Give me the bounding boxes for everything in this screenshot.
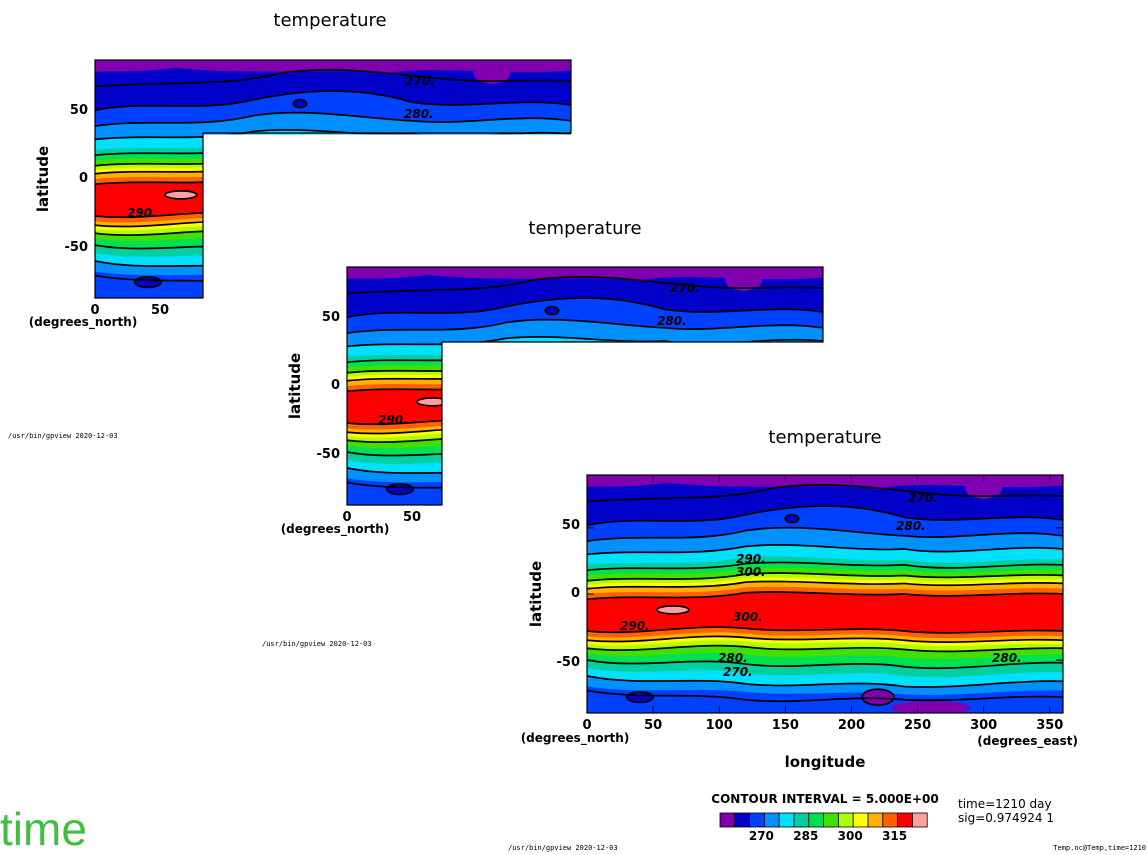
panel-2-contour-label: 280.: [657, 314, 687, 328]
colorbar-label: 285: [793, 829, 818, 843]
panel-1-field: [95, 60, 571, 298]
colorbar-label: 270: [749, 829, 774, 843]
panel-1: temperature 50 0 -50 latitude 0 50 (degr…: [8, 10, 572, 440]
panel-3-contour-label: 300.: [733, 610, 763, 624]
panel-2-field: [347, 267, 823, 505]
panel-2-contour-label: 290.: [378, 413, 408, 427]
panel-3-field: [587, 475, 1063, 713]
colorbar: CONTOUR INTERVAL = 5.000E+00 270 285 300 31…: [711, 792, 938, 843]
colorbar-label: 315: [882, 829, 907, 843]
colorbar-swatch: [734, 812, 750, 828]
panel-1-ylabel: latitude: [34, 146, 52, 212]
colorbar-swatch: [852, 812, 869, 828]
panel-2-ylabel: latitude: [286, 353, 304, 419]
colorbar-swatch: [897, 812, 913, 828]
colorbar-swatch: [778, 812, 795, 828]
panel-2-title: temperature: [528, 218, 641, 239]
panel-3-xunit-right: (degrees_east): [977, 734, 1078, 749]
panel-2-ytick-50: 50: [322, 310, 340, 325]
panel-3-ytick-0: 0: [571, 586, 580, 601]
panel-2-ytick-0: 0: [331, 378, 340, 393]
x-tick-label: 300: [970, 718, 997, 733]
panel-2-xtick-0: 0: [342, 510, 351, 525]
contour-interval-label: CONTOUR INTERVAL = 5.000E+00: [711, 792, 938, 806]
panel-3-ylabel: latitude: [527, 561, 545, 627]
panel-3-contour-label: 270.: [908, 491, 938, 505]
time-info: time=1210 day: [958, 797, 1052, 811]
panel-1-ytick-neg50: -50: [65, 240, 89, 255]
colorbar-swatch: [764, 812, 780, 828]
colorbar-label: 300: [838, 829, 863, 843]
panel-2-xunit: (degrees_north): [281, 522, 390, 537]
sig-info: sig=0.974924 1: [958, 811, 1054, 825]
colorbar-swatch: [882, 812, 898, 828]
panel-3-contour-label: 280.: [896, 519, 926, 533]
panel-3-contour-label: 280.: [992, 651, 1022, 665]
panel-1-path-stamp: /usr/bin/gpview 2020-12-03: [8, 432, 118, 440]
panel-3-xunit-left: (degrees_north): [521, 731, 630, 746]
panel-3-xlabel: longitude: [785, 753, 866, 771]
panel-3: temperature 50 0 -50 latitude 0 50 100 150 2…: [521, 427, 1078, 771]
panel-1-contour-label: 270.: [405, 74, 435, 88]
panel-3-contour-label: 290.: [620, 619, 650, 633]
panel-3-ytick-50: 50: [562, 518, 580, 533]
x-tick-label: 350: [1036, 718, 1063, 733]
panel-2-path-stamp: /usr/bin/gpview 2020-12-03: [262, 640, 372, 648]
panel-1-frame: [94, 59, 572, 299]
colorbar-swatch: [793, 812, 810, 828]
colorbar-swatch: [749, 812, 765, 828]
panel-3-path-stamp: /usr/bin/gpview 2020-12-03: [508, 844, 618, 852]
panel-1-contour-label: 290.: [127, 206, 157, 220]
colorbar-swatch: [912, 812, 928, 828]
colorbar-labels: 270 285 300 315: [749, 829, 907, 843]
x-tick-label: 150: [772, 718, 799, 733]
panel-2-frame: [346, 266, 824, 506]
panel-2-ytick-neg50: -50: [317, 447, 341, 462]
panel-1-xunit: (degrees_north): [29, 315, 138, 330]
panel-3-contour-label: 300.: [736, 565, 766, 579]
panel-3-contour-label: 290.: [736, 552, 766, 566]
panel-3-xtick-labels: 0 50 100 150 200 250 300 350: [582, 718, 1063, 733]
colorbar-swatch: [867, 812, 884, 828]
panel-2: temperature 50 0 -50 latitude 0 50 (degr…: [262, 218, 824, 648]
panel-2-xtick-50: 50: [403, 510, 421, 525]
time-watermark: time: [0, 803, 87, 855]
x-tick-label: 250: [904, 718, 931, 733]
panel-1-contour-label: 280.: [404, 107, 434, 121]
panel-1-ytick-0: 0: [79, 171, 88, 186]
panel-1-xtick-0: 0: [90, 303, 99, 318]
x-tick-label: 0: [582, 718, 591, 733]
x-tick-label: 100: [706, 718, 733, 733]
colorbar-swatch: [808, 812, 824, 828]
x-tick-label: 200: [838, 718, 865, 733]
colorbar-swatch: [838, 812, 854, 828]
panel-3-contour-label: 280.: [718, 651, 748, 665]
panel-1-xtick-50: 50: [151, 303, 169, 318]
panel-3-tickmarks: [586, 475, 1063, 713]
colorbar-swatches: [719, 812, 928, 828]
panel-3-ytick-neg50: -50: [557, 655, 581, 670]
panel-2-contour-label: 270.: [670, 281, 700, 295]
panel-3-title: temperature: [768, 427, 881, 448]
panel-3-contour-label: 270.: [723, 665, 753, 679]
x-tick-label: 50: [644, 718, 662, 733]
panel-1-ytick-50: 50: [70, 103, 88, 118]
colorbar-swatch: [823, 812, 839, 828]
panel-1-title: temperature: [273, 10, 386, 31]
file-stamp: Temp.nc@Temp,time=1210: [1053, 844, 1146, 852]
colorbar-swatch: [719, 812, 736, 828]
